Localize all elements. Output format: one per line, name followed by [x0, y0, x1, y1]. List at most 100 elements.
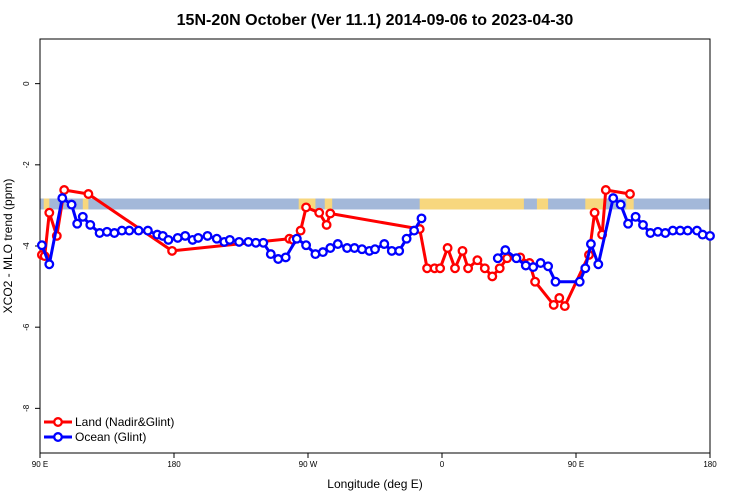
x-tick-label: 180 — [167, 460, 181, 469]
data-point-land — [44, 207, 55, 218]
data-point-ocean — [163, 234, 174, 245]
data-point-ocean — [511, 253, 522, 264]
land-band-segment — [82, 198, 89, 210]
data-point-land — [321, 219, 332, 230]
data-point-ocean — [57, 193, 68, 204]
data-point-ocean — [528, 262, 539, 273]
data-point-land — [502, 253, 513, 264]
data-point-ocean — [291, 233, 302, 244]
x-tick-label: 180 — [703, 460, 717, 469]
data-point-ocean — [682, 225, 693, 236]
data-point-ocean — [580, 263, 591, 274]
y-axis-label: XCO2 - MLO trend (ppm) — [1, 179, 15, 314]
data-point-ocean — [638, 219, 648, 230]
land-band-segment — [419, 198, 524, 210]
data-point-ocean — [234, 236, 245, 247]
data-point-ocean — [645, 228, 656, 238]
data-point-ocean — [332, 239, 343, 249]
data-point-ocean — [44, 259, 55, 270]
data-point-ocean — [593, 259, 604, 270]
data-point-ocean — [409, 225, 420, 236]
data-point-land — [301, 202, 312, 213]
data-point-ocean — [180, 230, 191, 241]
data-point-land — [167, 245, 178, 256]
data-point-ocean — [265, 249, 276, 260]
data-point-ocean — [623, 218, 634, 229]
data-point-ocean — [317, 247, 328, 258]
data-point-land — [589, 207, 600, 218]
legend-ocean-marker — [53, 432, 63, 442]
x-axis-label: Longitude (deg E) — [327, 477, 422, 491]
land-band-segment — [626, 198, 634, 210]
data-point-ocean — [224, 234, 235, 245]
data-point-ocean — [349, 243, 360, 253]
data-point-ocean — [325, 243, 336, 253]
data-point-ocean — [66, 199, 77, 210]
data-point-ocean — [585, 239, 596, 249]
data-point-land — [530, 276, 541, 287]
data-point-ocean — [85, 219, 96, 230]
data-point-ocean — [615, 199, 626, 210]
data-point-ocean — [401, 233, 412, 244]
data-point-ocean — [608, 193, 619, 204]
data-point-ocean — [258, 237, 269, 248]
data-point-land — [450, 263, 460, 274]
data-point-ocean — [492, 253, 503, 264]
y-tick-label: 0 — [22, 81, 31, 86]
data-point-ocean — [416, 213, 427, 224]
x-tick-label: 90 W — [299, 460, 318, 469]
y-tick-label: -8 — [22, 404, 31, 412]
series-layer — [36, 185, 715, 312]
data-point-ocean — [36, 240, 47, 251]
data-point-ocean — [193, 232, 204, 243]
data-point-ocean — [370, 244, 380, 255]
y-tick-label: -4 — [22, 242, 31, 250]
data-point-ocean — [500, 245, 511, 256]
data-point-land — [59, 185, 70, 195]
data-point-land — [457, 245, 468, 256]
data-point-ocean — [379, 239, 390, 249]
data-point-land — [435, 263, 446, 274]
y-tick-label: -2 — [22, 161, 31, 169]
data-point-ocean — [550, 276, 561, 287]
legend-ocean-label: Ocean (Glint) — [75, 430, 146, 444]
data-point-land — [494, 263, 505, 274]
chart-title: 15N-20N October (Ver 11.1) 2014-09-06 to… — [177, 12, 574, 29]
data-point-ocean — [394, 245, 405, 256]
data-point-ocean — [124, 225, 135, 236]
land-band-segment — [43, 198, 50, 210]
legend-item-ocean: Ocean (Glint) — [44, 430, 146, 444]
x-tick-label: 90 E — [32, 460, 48, 469]
data-point-ocean — [142, 225, 153, 236]
data-point-ocean — [133, 225, 144, 236]
data-point-ocean — [77, 211, 88, 222]
data-point-ocean — [301, 240, 312, 251]
data-point-land — [487, 271, 498, 282]
legend-item-land: Land (Nadir&Glint) — [44, 415, 174, 429]
data-point-ocean — [72, 218, 83, 229]
data-point-ocean — [202, 230, 213, 241]
x-tick-label: 90 E — [568, 460, 584, 469]
data-point-ocean — [543, 261, 554, 272]
data-point-ocean — [705, 230, 715, 241]
y-tick-label: -6 — [22, 323, 31, 331]
data-point-ocean — [273, 254, 284, 264]
data-point-ocean — [630, 211, 641, 222]
data-point-land — [83, 189, 94, 199]
data-point-land — [625, 189, 635, 199]
data-point-ocean — [574, 276, 585, 287]
legend-land-marker — [53, 417, 63, 427]
data-point-land — [295, 225, 306, 236]
data-point-ocean — [280, 252, 291, 263]
x-axis: 90 E 180 90 W 0 90 E 180 — [32, 453, 717, 469]
legend: Land (Nadir&Glint) Ocean (Glint) — [44, 415, 174, 444]
data-point-land — [479, 263, 490, 274]
data-point-land — [314, 207, 325, 218]
land-band-segment — [324, 198, 333, 210]
data-point-land — [554, 293, 565, 303]
data-point-ocean — [535, 258, 546, 268]
data-point-land — [442, 243, 453, 253]
data-point-land — [325, 208, 336, 219]
data-point-land — [463, 263, 474, 274]
